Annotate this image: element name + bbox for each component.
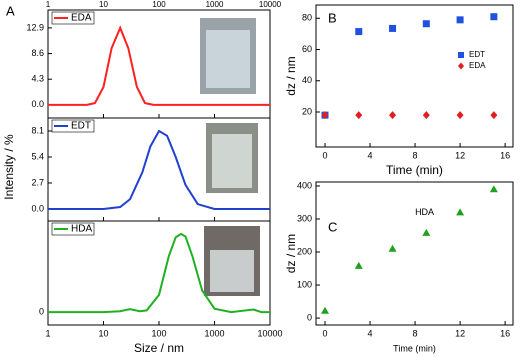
- y-tick-label: 0.0: [31, 203, 44, 213]
- plot-frame: [315, 181, 514, 326]
- y-tick-label: 60: [302, 44, 312, 54]
- panel-label: A: [6, 3, 15, 18]
- legend-label: EDT: [71, 121, 91, 132]
- photo: [212, 134, 252, 188]
- y-axis-label: Intensity / %: [2, 134, 16, 200]
- x-axis-label: Time (min): [393, 343, 436, 353]
- y-tick-label: 2.7: [31, 177, 44, 187]
- x-axis-label: Time (min): [386, 163, 443, 177]
- photo: [206, 30, 250, 88]
- x-tick-label: 0: [322, 328, 327, 338]
- photo: [210, 250, 254, 292]
- legend-marker: [458, 62, 464, 70]
- point: [456, 111, 464, 120]
- y-tick-label: 5.4: [31, 151, 44, 161]
- y-tick-label: 4.3: [31, 74, 44, 84]
- y-axis-label: dz / nm: [284, 234, 298, 273]
- x-tick-label: 8: [413, 328, 418, 338]
- point: [422, 20, 430, 28]
- curve: [48, 25, 270, 106]
- point: [456, 208, 465, 216]
- y-tick-label: 8.6: [31, 48, 44, 58]
- point: [389, 111, 397, 120]
- panel-label: B: [328, 10, 337, 25]
- point: [389, 24, 397, 32]
- y-tick-label: 400: [297, 180, 312, 190]
- x-tick-label-top: 100: [152, 0, 166, 9]
- x-tick-label: 100: [151, 328, 166, 338]
- curve: [48, 129, 270, 210]
- y-tick-label: 20: [302, 106, 312, 116]
- x-tick-label: 16: [500, 328, 510, 338]
- point: [354, 261, 363, 269]
- x-tick-label: 16: [500, 150, 510, 160]
- point: [321, 306, 330, 314]
- y-tick-label: 100: [297, 279, 312, 289]
- point: [490, 13, 498, 21]
- x-tick-label-top: 10000: [259, 0, 282, 9]
- y-tick-label: 80: [302, 13, 312, 23]
- y-tick-label: 8.1: [31, 125, 44, 135]
- point: [422, 228, 431, 236]
- series-label: HDA: [415, 207, 434, 217]
- point: [388, 244, 397, 252]
- x-tick-label: 1: [45, 328, 50, 338]
- legend-box: [51, 222, 95, 236]
- y-tick-label: 300: [297, 213, 312, 223]
- point: [489, 185, 498, 193]
- curve: [48, 232, 270, 314]
- point: [456, 16, 464, 24]
- point: [490, 111, 498, 120]
- photos: [200, 18, 260, 296]
- x-tick-label-top: 1: [46, 0, 51, 9]
- x-tick-label: 10: [98, 328, 108, 338]
- legend-box: [51, 119, 95, 133]
- legend-box: [51, 11, 95, 25]
- panel-label: C: [328, 219, 337, 234]
- x-tick-label-top: 10: [99, 0, 108, 9]
- legend-marker: [458, 52, 464, 58]
- x-tick-label: 1000: [204, 328, 224, 338]
- y-tick-label: 40: [302, 75, 312, 85]
- legend-label: EDA: [469, 61, 486, 70]
- legend-label: EDA: [71, 13, 92, 24]
- y-tick-label: 0.0: [31, 99, 44, 109]
- x-axis-label: Size / nm: [134, 341, 184, 355]
- x-tick-label: 12: [455, 328, 465, 338]
- point: [355, 111, 363, 120]
- y-tick-label: 0: [307, 312, 312, 322]
- x-tick-label: 12: [455, 150, 465, 160]
- x-tick-label: 0: [322, 150, 327, 160]
- legend-label: EDT: [469, 50, 485, 59]
- point: [422, 111, 430, 120]
- y-tick-label: 12.9: [26, 22, 44, 32]
- y-axis-label: dz / nm: [284, 56, 298, 95]
- x-tick-label: 10000: [257, 328, 282, 338]
- x-tick-label: 4: [368, 328, 373, 338]
- y-tick-label: 0: [39, 306, 44, 316]
- x-tick-label: 8: [413, 150, 418, 160]
- point: [321, 111, 329, 120]
- legend-label: HDA: [71, 224, 92, 235]
- plot-frame: [315, 4, 514, 148]
- y-tick-label: 200: [297, 246, 312, 256]
- point: [355, 28, 363, 36]
- x-tick-label: 4: [368, 150, 373, 160]
- x-tick-label-top: 1000: [206, 0, 224, 9]
